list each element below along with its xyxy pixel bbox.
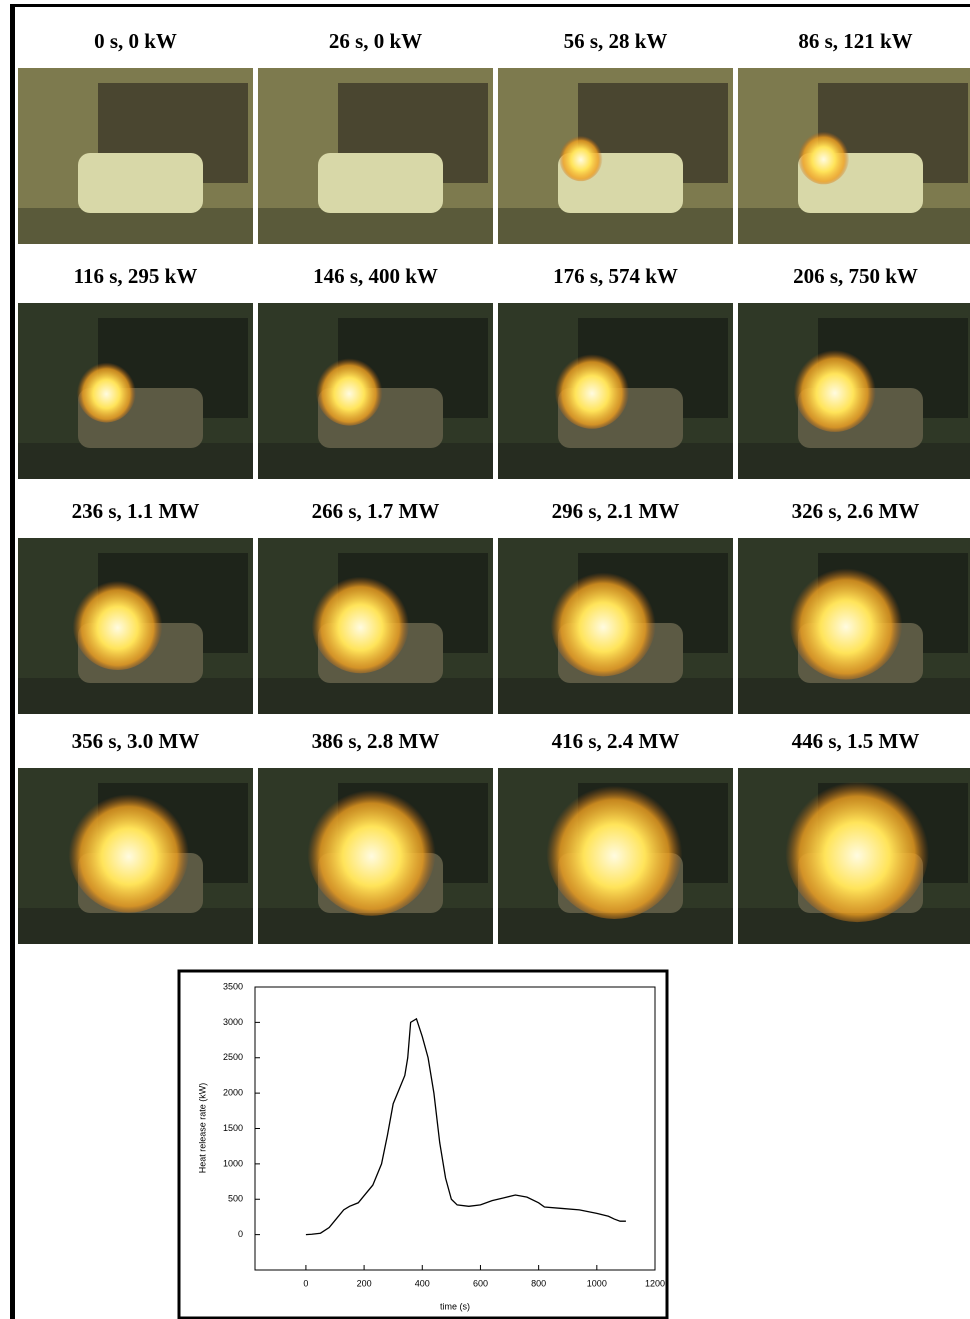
frame-label: 326 s, 2.6 MW [792, 499, 920, 523]
frame-image [258, 68, 493, 244]
x-axis-title: time (s) [440, 1301, 470, 1311]
fire [785, 774, 929, 922]
frame-image [738, 768, 970, 944]
frame-image [498, 538, 733, 714]
frame-image [18, 68, 253, 244]
fire [546, 779, 682, 919]
floor [498, 443, 733, 479]
frame-image [258, 538, 493, 714]
floor [18, 908, 253, 944]
fire [790, 563, 903, 680]
frame-label: 236 s, 1.1 MW [72, 499, 200, 523]
floor [18, 678, 253, 714]
fire [559, 133, 603, 181]
floor [498, 208, 733, 244]
y-tick-label: 3000 [223, 1017, 243, 1027]
frame-label: 56 s, 28 kW [564, 29, 668, 53]
fire [798, 129, 849, 184]
floor [738, 208, 970, 244]
fire [73, 576, 163, 670]
frame-label: 356 s, 3.0 MW [72, 729, 200, 753]
fire [316, 355, 383, 426]
x-tick-label: 400 [415, 1278, 430, 1288]
y-tick-label: 500 [228, 1194, 243, 1204]
floor [498, 678, 733, 714]
frame-image [498, 303, 733, 479]
y-tick-label: 2000 [223, 1088, 243, 1098]
frame-label: 446 s, 1.5 MW [792, 729, 920, 753]
frame-image [738, 538, 970, 714]
fire [77, 359, 136, 422]
frame-label: 296 s, 2.1 MW [552, 499, 680, 523]
frame-label: 146 s, 400 kW [313, 264, 438, 288]
fire [312, 572, 410, 674]
frame-image [18, 303, 253, 479]
floor [738, 443, 970, 479]
fire [307, 783, 435, 915]
page: 0 s, 0 kW 26 s, 0 kW 56 s, 28 kW 86 s, 121 … [0, 0, 970, 1319]
top-border [10, 4, 970, 7]
y-tick-label: 0 [238, 1229, 243, 1239]
frame-image [258, 303, 493, 479]
frame-image [258, 768, 493, 944]
frame-label: 26 s, 0 kW [329, 29, 422, 53]
frame-image [18, 538, 253, 714]
y-tick-label: 2500 [223, 1052, 243, 1062]
frame-grid: 0 s, 0 kW 26 s, 0 kW 56 s, 28 kW 86 s, 121 … [18, 29, 970, 944]
frame-label: 116 s, 295 kW [74, 264, 198, 288]
floor [18, 443, 253, 479]
frame-image [738, 303, 970, 479]
frame-image [498, 68, 733, 244]
frame-label: 176 s, 574 kW [553, 264, 678, 288]
frame-label: 206 s, 750 kW [793, 264, 918, 288]
floor [258, 678, 493, 714]
fire [68, 788, 189, 913]
left-border [10, 4, 15, 1319]
y-tick-label: 1000 [223, 1158, 243, 1168]
frame-label: 266 s, 1.7 MW [312, 499, 440, 523]
fire [551, 567, 656, 676]
x-tick-label: 1200 [645, 1278, 665, 1288]
floor [738, 678, 970, 714]
frame-image [498, 768, 733, 944]
x-tick-label: 200 [357, 1278, 372, 1288]
fire [555, 350, 630, 429]
chart: time (s) Heat release rate (kW) 0 500 1000… [179, 971, 667, 1318]
floor [258, 443, 493, 479]
x-tick-label: 0 [303, 1278, 308, 1288]
floor [18, 208, 253, 244]
fire [794, 346, 876, 432]
x-tick-label: 800 [531, 1278, 546, 1288]
frame-label: 416 s, 2.4 MW [552, 729, 680, 753]
frame-label: 386 s, 2.8 MW [312, 729, 440, 753]
couch [78, 153, 203, 213]
frame-label: 86 s, 121 kW [798, 29, 912, 53]
frame-label: 0 s, 0 kW [94, 29, 177, 53]
y-tick-label: 1500 [223, 1123, 243, 1133]
floor [258, 208, 493, 244]
chart-box [179, 971, 667, 1318]
couch [318, 153, 443, 213]
frame-image [18, 768, 253, 944]
x-tick-label: 1000 [587, 1278, 607, 1288]
y-axis-title: Heat release rate (kW) [197, 1083, 207, 1174]
x-tick-label: 600 [473, 1278, 488, 1288]
y-tick-label: 3500 [223, 981, 243, 991]
frame-image [738, 68, 970, 244]
